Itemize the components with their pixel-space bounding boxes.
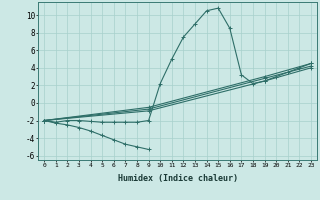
X-axis label: Humidex (Indice chaleur): Humidex (Indice chaleur)	[118, 174, 238, 183]
